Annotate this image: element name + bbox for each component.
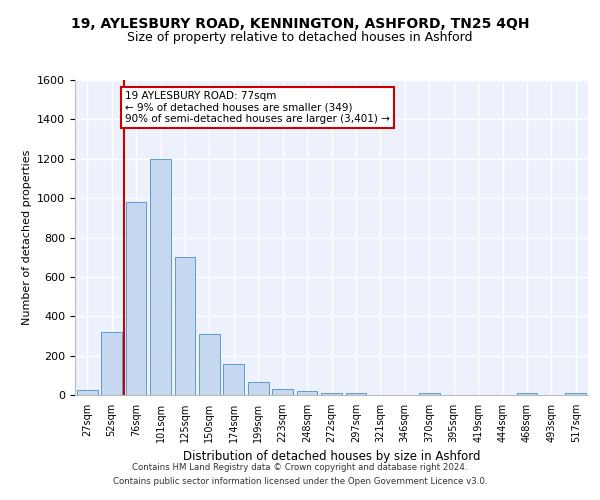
Bar [248,382,269,395]
Bar [346,393,367,395]
Y-axis label: Number of detached properties: Number of detached properties [22,150,32,325]
Text: Size of property relative to detached houses in Ashford: Size of property relative to detached ho… [127,31,473,44]
Bar [565,393,586,395]
Text: 19, AYLESBURY ROAD, KENNINGTON, ASHFORD, TN25 4QH: 19, AYLESBURY ROAD, KENNINGTON, ASHFORD,… [71,18,529,32]
Bar [223,364,244,395]
Bar [175,257,196,395]
Bar [77,390,98,395]
Bar [125,202,146,395]
Bar [150,159,171,395]
Bar [296,392,317,395]
Bar [101,332,122,395]
Bar [517,393,538,395]
Bar [419,394,440,395]
X-axis label: Distribution of detached houses by size in Ashford: Distribution of detached houses by size … [183,450,480,464]
Bar [321,392,342,395]
Text: Contains HM Land Registry data © Crown copyright and database right 2024.: Contains HM Land Registry data © Crown c… [132,464,468,472]
Bar [199,334,220,395]
Text: Contains public sector information licensed under the Open Government Licence v3: Contains public sector information licen… [113,477,487,486]
Bar [272,390,293,395]
Text: 19 AYLESBURY ROAD: 77sqm
← 9% of detached houses are smaller (349)
90% of semi-d: 19 AYLESBURY ROAD: 77sqm ← 9% of detache… [125,91,390,124]
